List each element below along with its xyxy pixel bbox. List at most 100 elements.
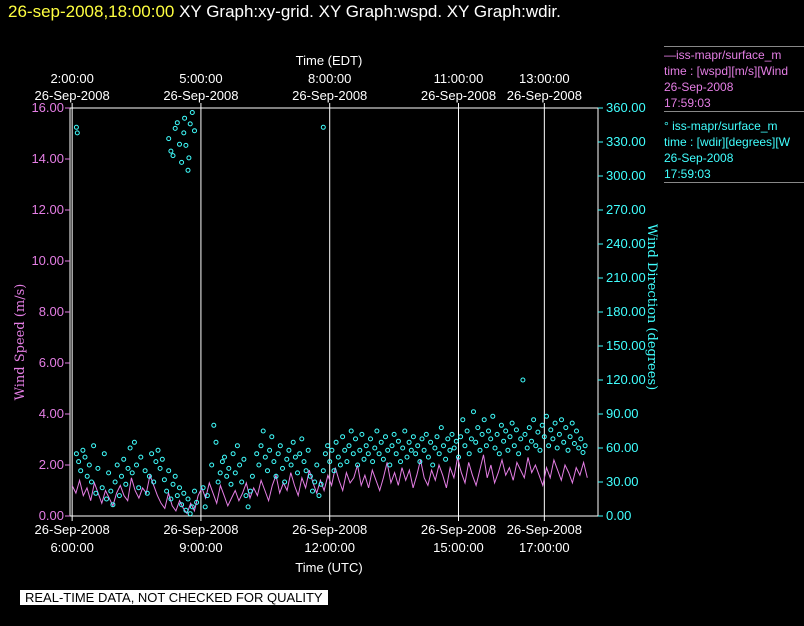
right-axis: 0.00 30.00 60.00 90.00 120.00 150.00 180.00 210… xyxy=(598,100,646,523)
wdir-point xyxy=(533,443,539,449)
wdir-point xyxy=(305,447,311,453)
wdir-point xyxy=(177,485,182,491)
wdir-point xyxy=(473,439,479,445)
x-top-tick-date-label: 26-Sep-2008 xyxy=(421,88,496,103)
wdir-point xyxy=(226,465,232,471)
wdir-point xyxy=(185,167,191,173)
wdir-point xyxy=(134,462,139,468)
x-tick-time-label: 12:00:00 xyxy=(304,540,355,555)
wdir-point xyxy=(249,473,255,479)
wdir-point xyxy=(292,454,298,460)
wdir-point xyxy=(74,130,80,136)
wdir-point xyxy=(529,438,534,444)
wdir-point xyxy=(544,413,549,419)
wdir-point xyxy=(131,439,137,445)
y-left-tick-label: 8.00 xyxy=(39,304,64,319)
wdir-point xyxy=(286,447,292,453)
wdir-point xyxy=(400,445,406,451)
legend-divider xyxy=(664,182,804,183)
wdir-point xyxy=(458,434,464,440)
left-axis-title: Wind Speed (m/s) xyxy=(13,284,28,401)
y-right-tick-label: 210.00 xyxy=(606,270,646,285)
wdir-point xyxy=(230,451,236,457)
y-left-tick-label: 0.00 xyxy=(39,508,64,523)
plot-frame xyxy=(69,107,599,517)
wdir-point xyxy=(441,443,446,449)
wdir-point xyxy=(307,473,313,479)
wdir-point xyxy=(406,439,412,445)
wdir-point xyxy=(357,447,363,453)
wdir-point xyxy=(552,420,558,426)
wdir-point xyxy=(443,456,449,462)
legend-wspd-time: 17:59:03 xyxy=(664,96,711,110)
wdir-point xyxy=(247,488,253,494)
wdir-point xyxy=(101,451,107,457)
wdir-point xyxy=(428,439,434,445)
wdir-point xyxy=(202,504,208,510)
wdir-point xyxy=(531,417,537,423)
wdir-point xyxy=(350,451,356,457)
wdir-point xyxy=(239,479,245,485)
wdir-point xyxy=(151,479,157,485)
wdir-point xyxy=(186,155,192,161)
wdir-point xyxy=(256,462,262,468)
wdir-point xyxy=(537,447,543,453)
wdir-point xyxy=(93,490,99,496)
wdir-point xyxy=(509,420,515,426)
legend-wdir-date: 26-Sep-2008 xyxy=(664,151,734,165)
x-tick-time-label: 9:00:00 xyxy=(179,540,222,555)
wdir-point xyxy=(513,427,519,433)
wdir-point xyxy=(404,454,410,460)
y-right-tick-label: 300.00 xyxy=(606,168,646,183)
left-axis: 0.00 2.00 4.00 6.00 8.00 10.00 12.00 14.00 16.00 xyxy=(31,100,70,523)
wdir-point xyxy=(346,443,352,449)
top-axis: 2:00:00 26-Sep-2008 5:00:00 26-Sep-2008 8:00… xyxy=(35,71,582,108)
wdir-point xyxy=(582,443,588,449)
y-right-tick-label: 330.00 xyxy=(606,134,646,149)
wdir-point xyxy=(370,459,376,465)
y-right-tick-label: 120.00 xyxy=(606,372,646,387)
wdir-point xyxy=(112,479,118,485)
wdir-point xyxy=(565,447,571,453)
wdir-point xyxy=(361,456,367,462)
wspd-series xyxy=(71,454,588,515)
wdir-point xyxy=(99,485,105,491)
wdir-point xyxy=(260,428,266,434)
wspd-line xyxy=(71,454,588,515)
x-tick-date-label: 26-Sep-2008 xyxy=(35,522,110,537)
wdir-point xyxy=(561,439,567,445)
wdir-point xyxy=(436,451,442,457)
wdir-point xyxy=(325,443,331,449)
wdir-point xyxy=(556,431,562,437)
wdir-point xyxy=(183,142,189,148)
wdir-point xyxy=(492,445,498,451)
wdir-point xyxy=(177,141,182,147)
y-right-tick-label: 180.00 xyxy=(606,304,646,319)
wdir-point xyxy=(189,504,195,510)
wdir-point xyxy=(340,434,346,440)
wdir-point xyxy=(498,422,504,428)
wdir-point xyxy=(168,148,174,154)
wdir-point xyxy=(516,451,522,457)
wdir-point xyxy=(213,439,219,445)
y-right-tick-label: 90.00 xyxy=(606,406,639,421)
wdir-point xyxy=(219,459,225,465)
wdir-point xyxy=(327,459,333,465)
legend-wspd-variable: time : [wspd][m/s][Wind xyxy=(664,64,789,78)
wdir-point xyxy=(535,429,541,435)
y-right-tick-label: 270.00 xyxy=(606,202,646,217)
wdir-point xyxy=(417,459,423,465)
wdir-point xyxy=(185,496,191,502)
wdir-point xyxy=(280,465,285,471)
x-top-tick-time-label: 5:00:00 xyxy=(179,71,222,86)
wdir-point xyxy=(267,447,273,453)
header-graph-titles: XY Graph:xy-grid. XY Graph:wspd. XY Grap… xyxy=(179,2,561,21)
wdir-point xyxy=(172,473,178,479)
legend-divider xyxy=(664,46,804,47)
wdir-point xyxy=(314,462,320,468)
quality-warning-banner: REAL-TIME DATA, NOT CHECKED FOR QUALITY xyxy=(20,590,328,605)
wdir-point xyxy=(211,422,217,428)
wdir-point xyxy=(269,434,275,440)
wdir-point xyxy=(353,436,358,442)
wdir-point xyxy=(322,451,328,457)
